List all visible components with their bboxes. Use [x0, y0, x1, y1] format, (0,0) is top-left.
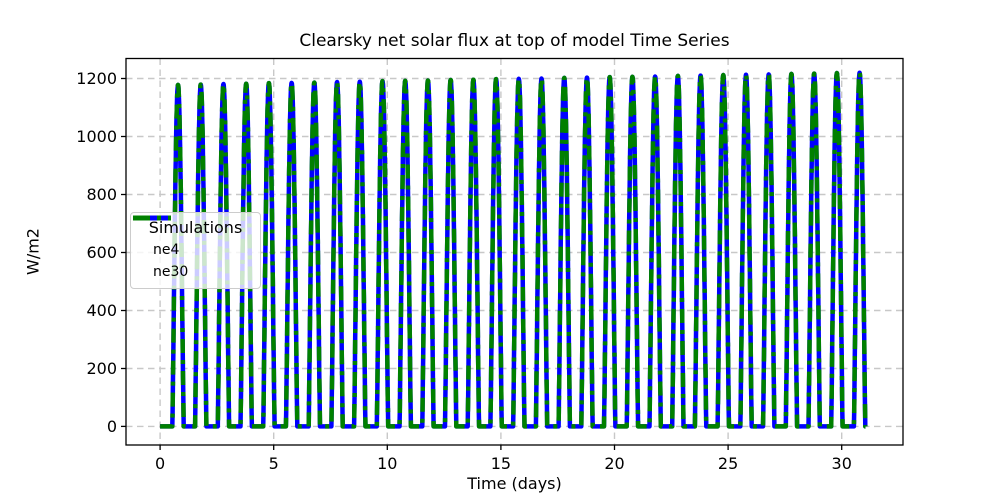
- legend-item-ne4: ne4: [133, 215, 252, 259]
- legend: Simulations ne4 ne30: [130, 212, 261, 289]
- x-tick-label: 20: [604, 454, 624, 473]
- legend-label: ne30: [153, 264, 189, 280]
- y-tick-label: 0: [107, 417, 117, 436]
- series-line-ne30: [158, 70, 868, 429]
- y-tick-label: 400: [86, 301, 117, 320]
- x-tick-label: 30: [832, 454, 852, 473]
- legend-title: Simulations: [148, 218, 243, 237]
- legend-item-ne30: ne30: [133, 215, 252, 281]
- x-tick-label: 25: [718, 454, 738, 473]
- y-tick-label: 1200: [76, 69, 117, 88]
- legend-label: ne4: [153, 242, 180, 258]
- y-tick-label: 200: [86, 359, 117, 378]
- y-tick-label: 600: [86, 243, 117, 262]
- x-tick-label: 0: [155, 454, 165, 473]
- x-axis-label: Time (days): [467, 474, 562, 493]
- y-tick-label: 1000: [76, 127, 117, 146]
- axes-spines: [125, 57, 904, 446]
- ne30-line-swatch: [133, 215, 171, 221]
- x-tick-label: 5: [269, 454, 279, 473]
- y-axis-label: W/m2: [23, 228, 43, 275]
- chart-title: Clearsky net solar flux at top of model …: [299, 31, 730, 51]
- y-tick-label: 800: [86, 185, 117, 204]
- x-tick-label: 15: [491, 454, 511, 473]
- x-tick-label: 10: [377, 454, 397, 473]
